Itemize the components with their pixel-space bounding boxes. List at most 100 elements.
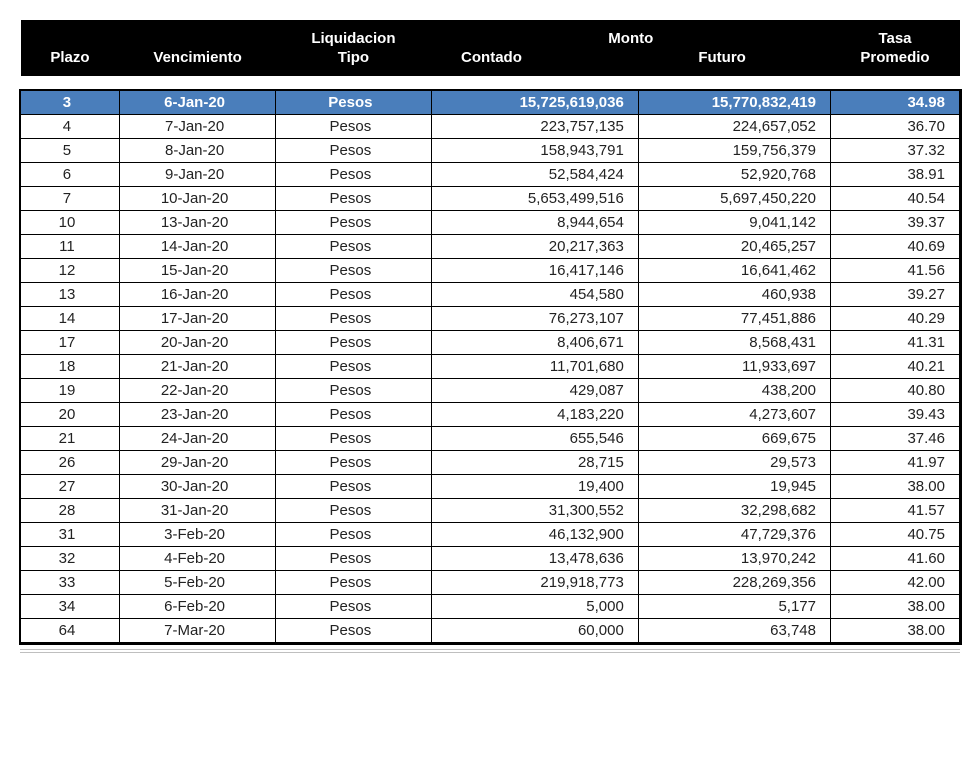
- cell-tipo: Pesos: [276, 163, 431, 187]
- cell-tasa: 41.56: [831, 259, 960, 283]
- cell-tasa: 41.57: [831, 499, 960, 523]
- cell-plazo: 10: [21, 211, 120, 235]
- cell-contado: 60,000: [431, 619, 638, 643]
- cell-tasa: 41.60: [831, 547, 960, 571]
- table-row: 647-Mar-20Pesos60,00063,74838.00: [21, 619, 960, 643]
- cell-plazo: 33: [21, 571, 120, 595]
- cell-futuro: 16,641,462: [638, 259, 830, 283]
- cell-contado: 223,757,135: [431, 115, 638, 139]
- cell-futuro: 228,269,356: [638, 571, 830, 595]
- header-contado: Contado: [431, 47, 638, 76]
- cell-tipo: Pesos: [276, 523, 431, 547]
- cell-futuro: 63,748: [638, 619, 830, 643]
- cell-futuro: 77,451,886: [638, 307, 830, 331]
- cell-tipo: Pesos: [276, 187, 431, 211]
- cell-venc: 6-Feb-20: [119, 595, 275, 619]
- cell-contado: 11,701,680: [431, 355, 638, 379]
- cell-venc: 23-Jan-20: [119, 403, 275, 427]
- table-header: Liquidacion Monto Tasa Plazo Vencimiento…: [21, 20, 960, 76]
- header-plazo: Plazo: [21, 47, 120, 76]
- cell-contado: 5,000: [431, 595, 638, 619]
- cell-tasa: 40.21: [831, 355, 960, 379]
- table-row: 710-Jan-20Pesos5,653,499,5165,697,450,22…: [21, 187, 960, 211]
- cell-contado: 16,417,146: [431, 259, 638, 283]
- cell-futuro: 438,200: [638, 379, 830, 403]
- cell-venc: 4-Feb-20: [119, 547, 275, 571]
- cell-venc: 24-Jan-20: [119, 427, 275, 451]
- table-row: 1013-Jan-20Pesos8,944,6549,041,14239.37: [21, 211, 960, 235]
- cell-contado: 8,944,654: [431, 211, 638, 235]
- cell-tasa: 38.91: [831, 163, 960, 187]
- cell-futuro: 15,770,832,419: [638, 91, 830, 115]
- cell-tasa: 41.31: [831, 331, 960, 355]
- cell-tasa: 40.69: [831, 235, 960, 259]
- cell-plazo: 4: [21, 115, 120, 139]
- cell-plazo: 14: [21, 307, 120, 331]
- cell-contado: 31,300,552: [431, 499, 638, 523]
- table-row: 47-Jan-20Pesos223,757,135224,657,05236.7…: [21, 115, 960, 139]
- table-row: 1922-Jan-20Pesos429,087438,20040.80: [21, 379, 960, 403]
- cell-plazo: 13: [21, 283, 120, 307]
- table-row: 313-Feb-20Pesos46,132,90047,729,37640.75: [21, 523, 960, 547]
- table-row: 335-Feb-20Pesos219,918,773228,269,35642.…: [21, 571, 960, 595]
- header-vencimiento: Vencimiento: [119, 47, 275, 76]
- cell-venc: 8-Jan-20: [119, 139, 275, 163]
- cell-plazo: 26: [21, 451, 120, 475]
- cell-tasa: 40.80: [831, 379, 960, 403]
- cell-plazo: 6: [21, 163, 120, 187]
- cell-venc: 3-Feb-20: [119, 523, 275, 547]
- cell-contado: 46,132,900: [431, 523, 638, 547]
- table-row: 1316-Jan-20Pesos454,580460,93839.27: [21, 283, 960, 307]
- header-promedio: Promedio: [831, 47, 960, 76]
- cell-venc: 15-Jan-20: [119, 259, 275, 283]
- cell-contado: 429,087: [431, 379, 638, 403]
- table-row: 1821-Jan-20Pesos11,701,68011,933,69740.2…: [21, 355, 960, 379]
- financial-table: Liquidacion Monto Tasa Plazo Vencimiento…: [20, 20, 960, 643]
- cell-plazo: 34: [21, 595, 120, 619]
- cell-tipo: Pesos: [276, 235, 431, 259]
- cell-contado: 76,273,107: [431, 307, 638, 331]
- cell-contado: 4,183,220: [431, 403, 638, 427]
- cell-tipo: Pesos: [276, 403, 431, 427]
- table-row: 1114-Jan-20Pesos20,217,36320,465,25740.6…: [21, 235, 960, 259]
- bottom-rule: [20, 649, 960, 653]
- cell-plazo: 32: [21, 547, 120, 571]
- cell-futuro: 5,697,450,220: [638, 187, 830, 211]
- cell-tasa: 36.70: [831, 115, 960, 139]
- cell-tasa: 42.00: [831, 571, 960, 595]
- cell-futuro: 11,933,697: [638, 355, 830, 379]
- cell-futuro: 5,177: [638, 595, 830, 619]
- table-row: 2730-Jan-20Pesos19,40019,94538.00: [21, 475, 960, 499]
- cell-plazo: 21: [21, 427, 120, 451]
- cell-venc: 6-Jan-20: [119, 91, 275, 115]
- cell-tasa: 38.00: [831, 619, 960, 643]
- cell-futuro: 460,938: [638, 283, 830, 307]
- cell-futuro: 8,568,431: [638, 331, 830, 355]
- cell-futuro: 20,465,257: [638, 235, 830, 259]
- cell-contado: 5,653,499,516: [431, 187, 638, 211]
- cell-contado: 19,400: [431, 475, 638, 499]
- cell-plazo: 31: [21, 523, 120, 547]
- table-row: 69-Jan-20Pesos52,584,42452,920,76838.91: [21, 163, 960, 187]
- table-row: 2629-Jan-20Pesos28,71529,57341.97: [21, 451, 960, 475]
- cell-tasa: 39.37: [831, 211, 960, 235]
- cell-futuro: 669,675: [638, 427, 830, 451]
- cell-venc: 16-Jan-20: [119, 283, 275, 307]
- cell-tasa: 40.29: [831, 307, 960, 331]
- cell-tipo: Pesos: [276, 571, 431, 595]
- cell-contado: 15,725,619,036: [431, 91, 638, 115]
- cell-contado: 8,406,671: [431, 331, 638, 355]
- cell-futuro: 19,945: [638, 475, 830, 499]
- header-blank-plazo: [21, 20, 120, 47]
- cell-venc: 22-Jan-20: [119, 379, 275, 403]
- cell-venc: 17-Jan-20: [119, 307, 275, 331]
- cell-contado: 20,217,363: [431, 235, 638, 259]
- cell-venc: 21-Jan-20: [119, 355, 275, 379]
- table-row: 58-Jan-20Pesos158,943,791159,756,37937.3…: [21, 139, 960, 163]
- table-row: 324-Feb-20Pesos13,478,63613,970,24241.60: [21, 547, 960, 571]
- cell-venc: 9-Jan-20: [119, 163, 275, 187]
- cell-venc: 31-Jan-20: [119, 499, 275, 523]
- cell-venc: 20-Jan-20: [119, 331, 275, 355]
- cell-tipo: Pesos: [276, 307, 431, 331]
- header-blank-venc: [119, 20, 275, 47]
